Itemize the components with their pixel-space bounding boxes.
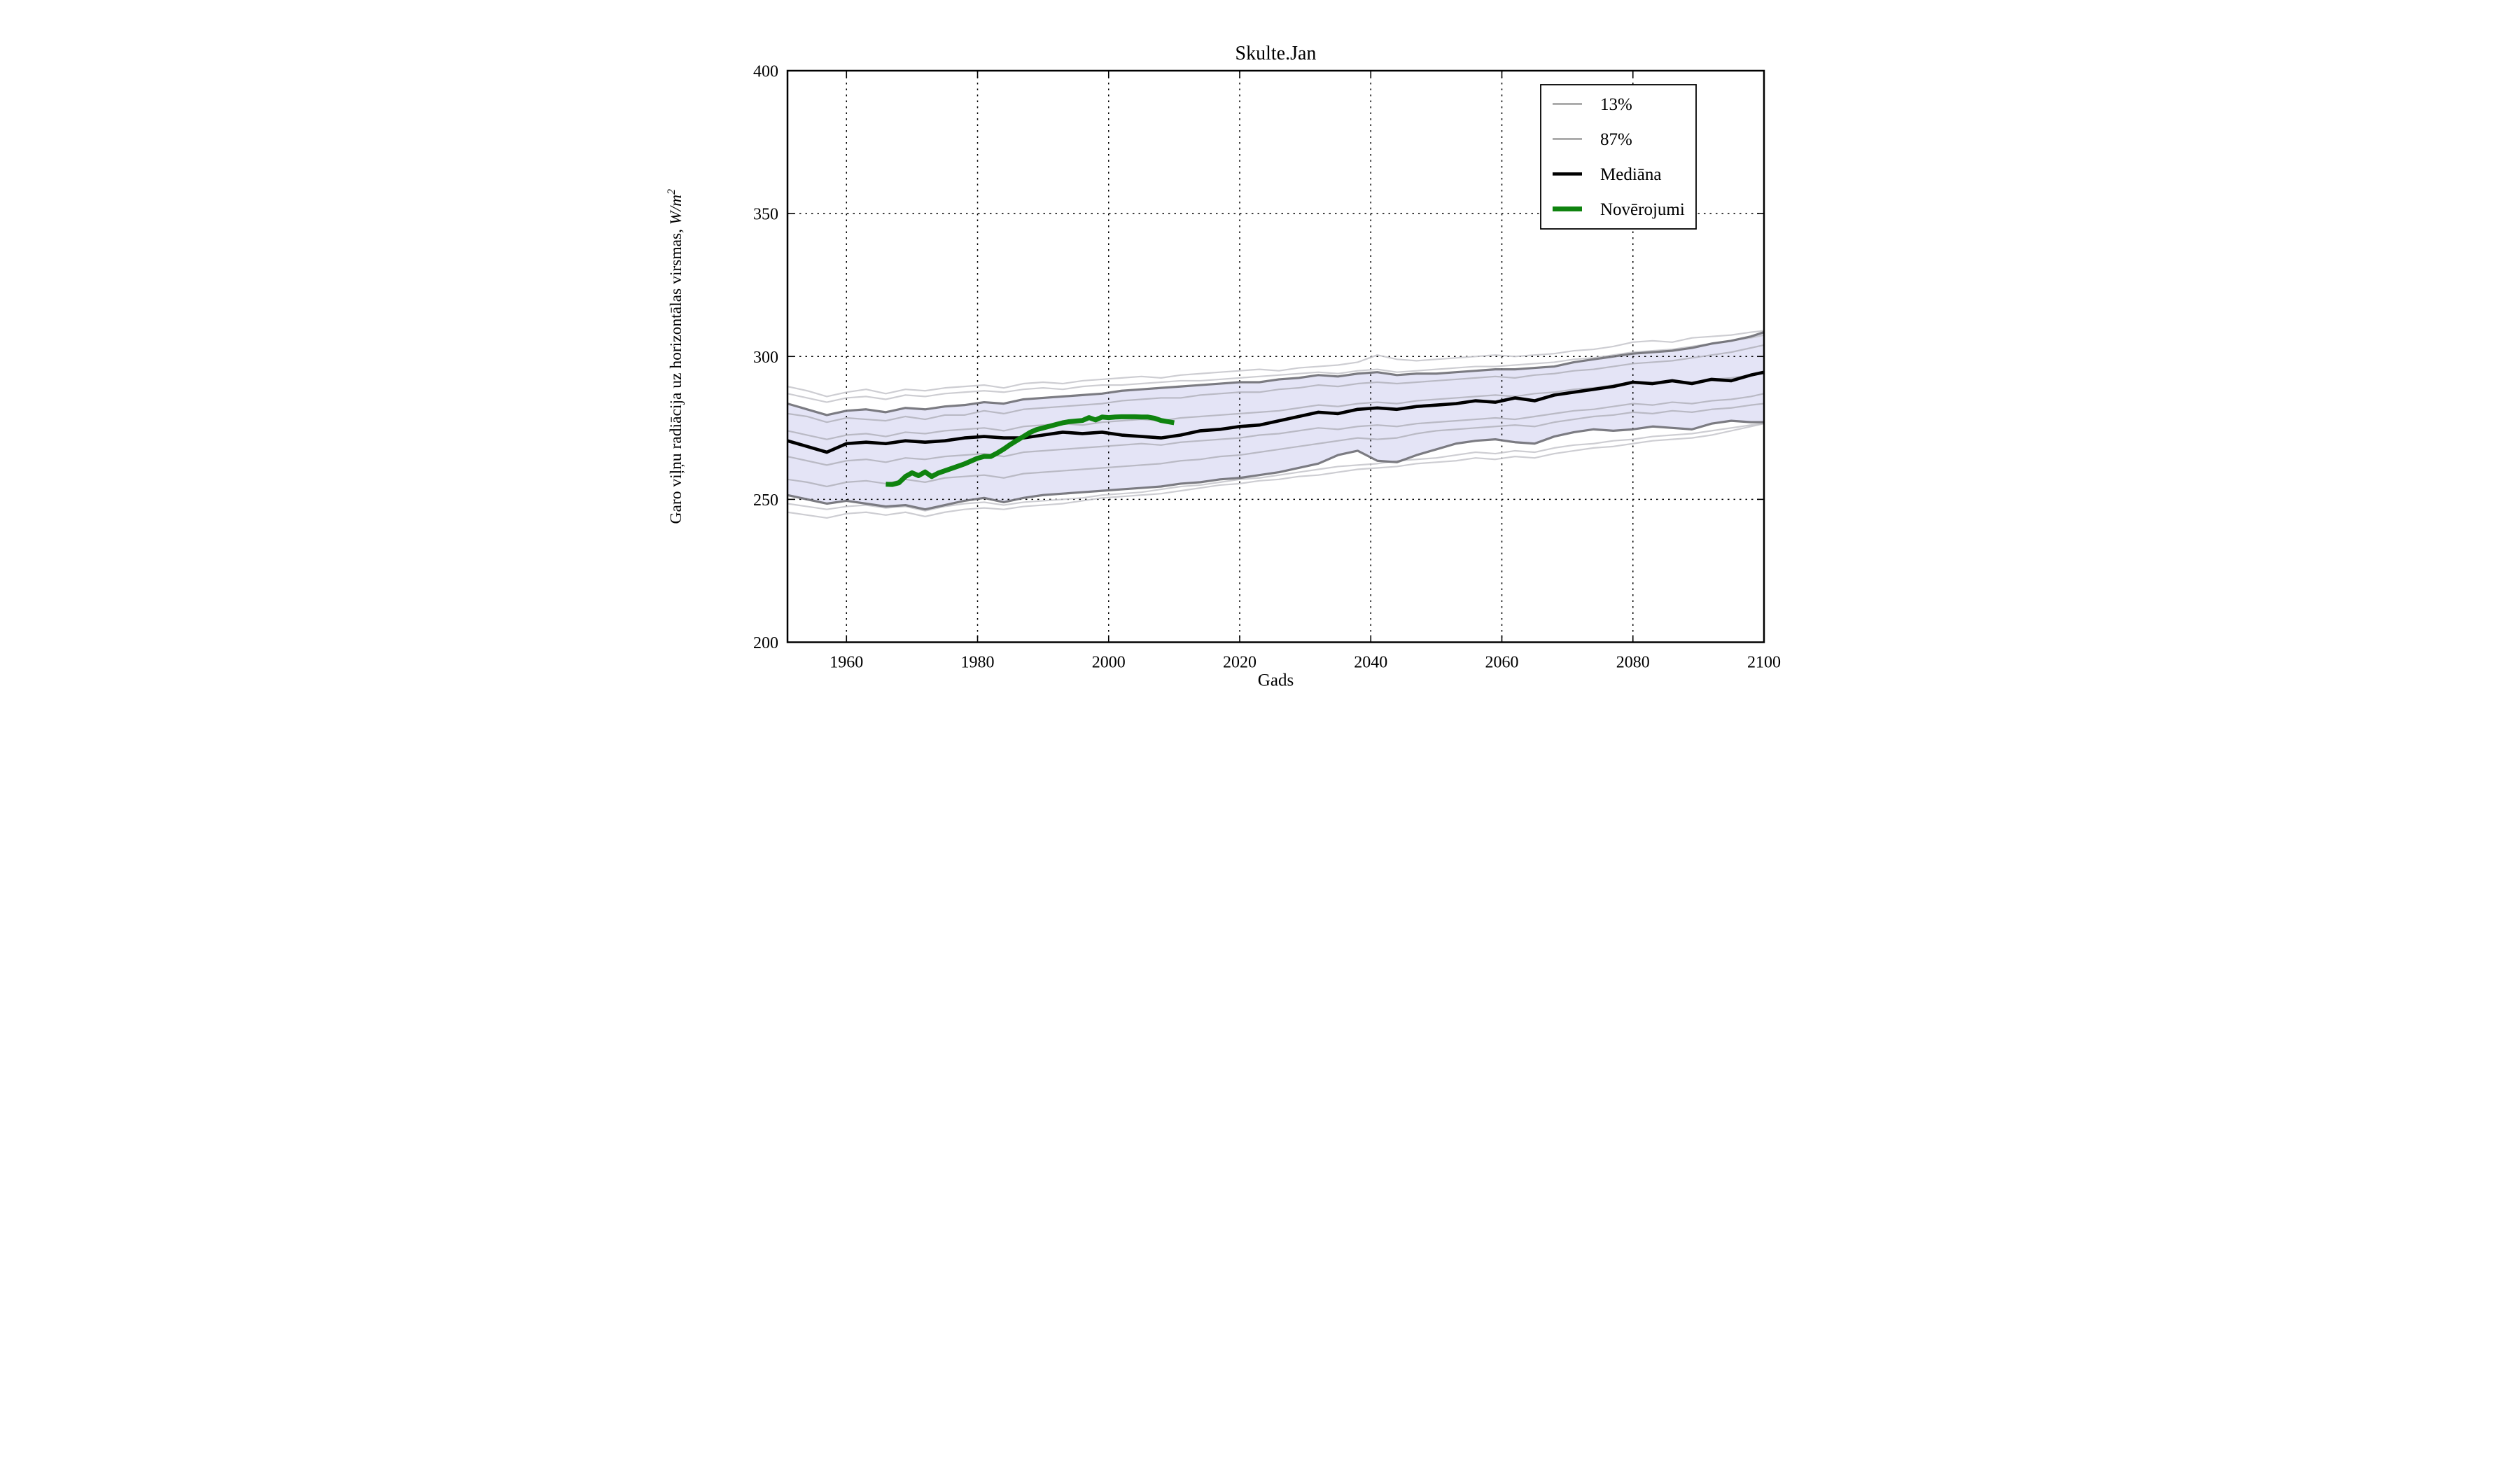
median-line <box>787 370 1765 454</box>
legend: 13% 87% Mediāna Novērojumi <box>1540 84 1697 230</box>
ensemble-run-3 <box>787 393 1765 466</box>
legend-label: 87% <box>1600 130 1632 149</box>
ensemble-run-min <box>787 423 1765 519</box>
y-tick-label: 300 <box>753 349 778 367</box>
x-tick-label: 2080 <box>1616 654 1650 672</box>
legend-label: Mediāna <box>1600 165 1661 184</box>
percentile-line-87% <box>787 331 1765 416</box>
y-tick-label: 200 <box>753 634 778 652</box>
legend-label: 13% <box>1600 95 1632 114</box>
x-tick-label: 2060 <box>1485 654 1519 672</box>
x-tick-label: 2040 <box>1354 654 1387 672</box>
chart-title: Skulte.Jan <box>1236 43 1317 64</box>
y-tick-label: 400 <box>753 63 778 81</box>
x-tick-label: 2100 <box>1747 654 1781 672</box>
x-tick-label: 2020 <box>1223 654 1256 672</box>
ensemble-run-lower2 <box>787 423 1765 512</box>
observations-line <box>886 414 1175 487</box>
legend-box <box>1540 84 1697 230</box>
x-tick-label: 2000 <box>1092 654 1126 672</box>
x-tick-label: 1960 <box>830 654 863 672</box>
legend-label: Novērojumi <box>1600 200 1685 219</box>
ensemble-run-4 <box>787 402 1765 488</box>
y-tick-label: 250 <box>753 491 778 510</box>
ensemble-run-max <box>787 330 1765 398</box>
y-axis-label: Garo viļņu radiācija uz horizontālas vir… <box>666 189 685 524</box>
ensemble-run-1 <box>787 344 1765 424</box>
x-axis-label: Gads <box>1258 671 1294 690</box>
chart-svg: 1960 1980 2000 2020 2040 2060 2080 2100 200 250 30… <box>630 0 1890 735</box>
x-tick-label: 1980 <box>961 654 995 672</box>
figure-canvas: 1960 1980 2000 2020 2040 2060 2080 2100 200 250 30… <box>630 0 1890 735</box>
ensemble-run-upper2 <box>787 334 1765 403</box>
percentile-line-13% <box>787 419 1764 511</box>
y-tick-label: 350 <box>753 206 778 224</box>
